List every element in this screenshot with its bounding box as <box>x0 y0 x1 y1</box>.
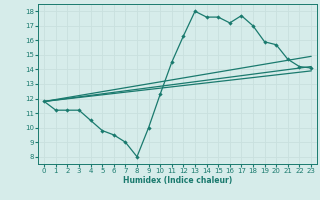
X-axis label: Humidex (Indice chaleur): Humidex (Indice chaleur) <box>123 176 232 185</box>
